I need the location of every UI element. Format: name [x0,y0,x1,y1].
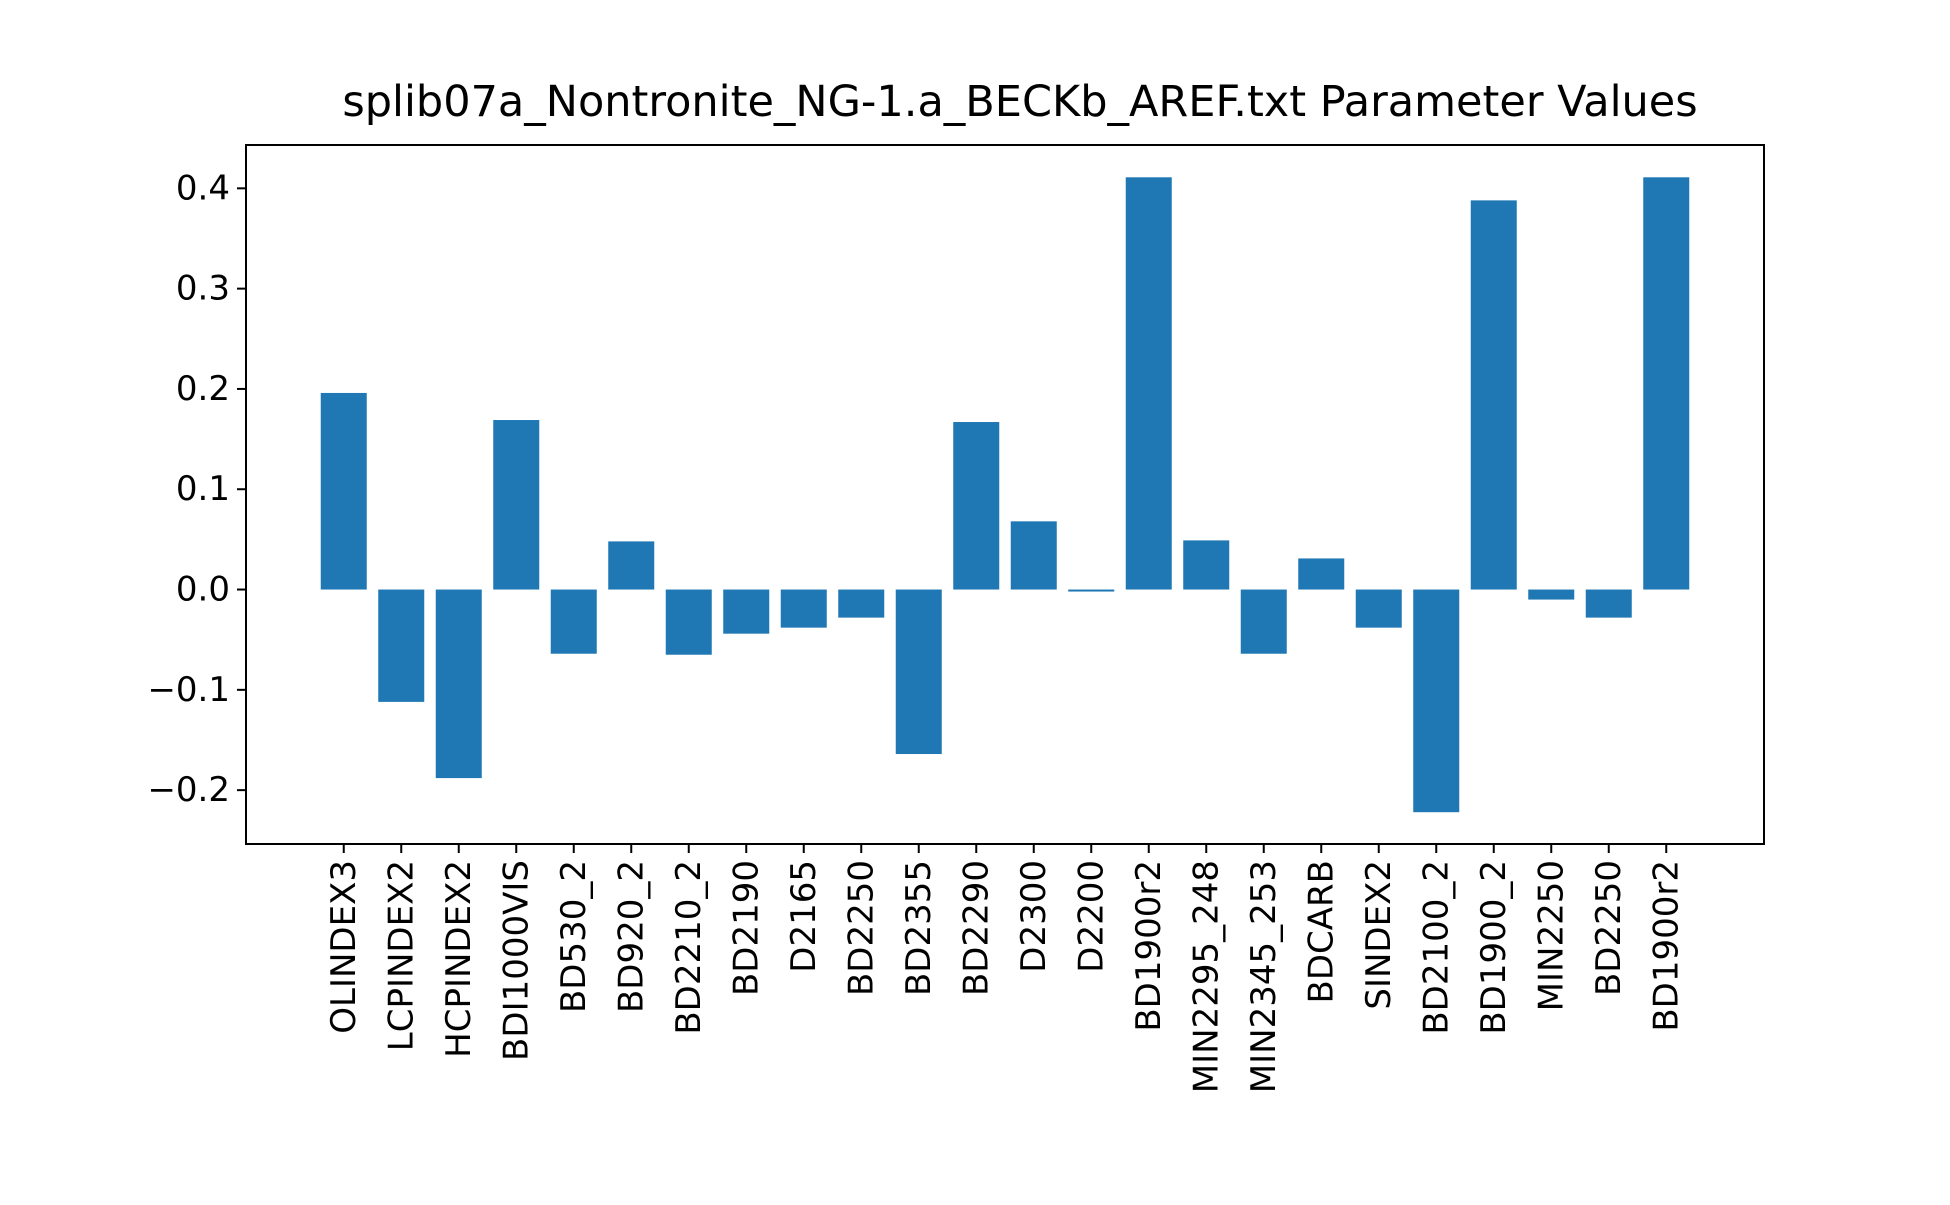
x-tick-label: HCPINDEX2 [439,860,479,1058]
bar-bd2290 [953,422,1000,590]
bar-bd2355 [895,589,942,755]
x-tick-label: BD2210_2 [669,860,709,1035]
y-tick-label: −0.1 [147,670,230,710]
bar-bd2250 [838,589,885,618]
bar-bd1900_2 [1470,200,1517,590]
x-tick-label: D2165 [784,860,824,973]
bar-min2295_248 [1183,540,1230,590]
y-tick-label: 0.2 [176,369,230,409]
x-tick-label: BDCARB [1301,860,1341,1003]
bar-bd2190 [723,589,770,634]
y-tick-label: 0.1 [176,469,230,509]
bar-d2300 [1010,521,1057,590]
x-tick-label: BDI1000VIS [496,860,536,1061]
x-tick-label: LCPINDEX2 [381,860,421,1051]
bar-bdcarb [1298,558,1345,590]
x-tick-label: BD2355 [899,860,939,996]
bar-min2250 [1528,589,1575,600]
bar-lcpindex2 [378,589,425,702]
bar-bd2210_2 [665,589,712,655]
x-axis: OLINDEX3 LCPINDEX2 HCPINDEX2 BDI1000VIS BD53… [324,844,1686,1093]
bar-sindex2 [1355,589,1402,628]
x-tick-label: BD2100_2 [1416,860,1456,1035]
x-tick-label: BD2250 [1589,860,1629,996]
bars [320,177,1690,813]
bar-bd1900r2 [1643,177,1690,590]
x-tick-label: MIN2250 [1531,860,1571,1011]
x-tick-label: BD2290 [956,860,996,996]
bar-olindex3 [320,392,367,590]
x-tick-label: BD2250 [841,860,881,996]
x-tick-label: BD1900_2 [1474,860,1514,1035]
bar-bdi1000vis [493,420,540,590]
bar-bd920_2 [608,541,655,590]
x-tick-label: BD2190 [726,860,766,996]
y-tick-label: 0.4 [176,168,230,208]
bar-bd2250 [1585,589,1632,618]
x-tick-label: MIN2295_248 [1186,860,1226,1093]
bar-bd2100_2 [1413,589,1460,813]
bar-d2200 [1068,589,1115,592]
bar-d2165 [780,589,827,628]
x-tick-label: BD530_2 [554,860,594,1013]
bar-bd1900r2 [1125,177,1172,590]
plot-frame [245,144,1765,845]
y-tick-label: 0.3 [176,269,230,309]
y-tick-label: −0.2 [147,770,230,810]
y-axis: −0.2 −0.1 0.0 0.1 0.2 0.3 0.4 [147,168,246,810]
x-tick-label: D2200 [1071,860,1111,973]
x-tick-label: BD1900r2 [1129,860,1169,1032]
x-tick-label: BD920_2 [611,860,651,1013]
x-tick-label: D2300 [1014,860,1054,973]
x-tick-label: SINDEX2 [1359,860,1399,1010]
bar-min2345_253 [1240,589,1287,654]
x-tick-label: BD1900r2 [1646,860,1686,1032]
bar-hcpindex2 [435,589,482,779]
chart-title: splib07a_Nontronite_NG-1.a_BECKb_AREF.tx… [342,77,1697,127]
y-tick-label: 0.0 [176,570,230,610]
bar-bd530_2 [550,589,597,654]
x-tick-label: MIN2345_253 [1244,860,1284,1093]
x-tick-label: OLINDEX3 [324,860,364,1034]
